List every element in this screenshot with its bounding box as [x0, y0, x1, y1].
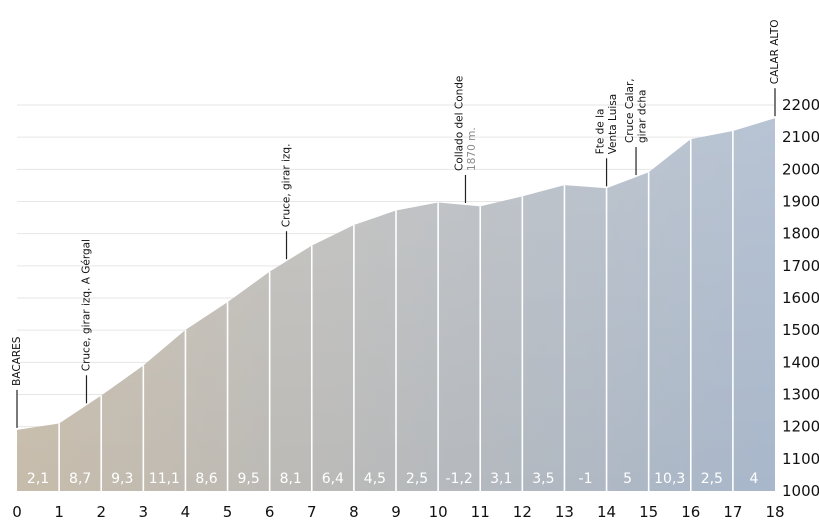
y-axis-ticks: 1000 1100 1200 1300 1400 1500 1600 1700 1800 1900… [782, 96, 819, 500]
x-tick-label: 10 [429, 503, 448, 521]
segment-grade-label: 9,5 [237, 471, 259, 487]
x-tick-label: 18 [765, 503, 784, 521]
annotation-label: Collado del Conde [453, 76, 465, 171]
segment-grade-label: 4,5 [364, 471, 386, 487]
waypoint-annotations: BACARES Cruce, girar izq. A Gérgal Cruce, … [11, 20, 781, 428]
annotation-label: girar dcha [636, 90, 648, 144]
x-tick-label: 8 [349, 503, 359, 521]
segment-grade-label: 5 [623, 471, 632, 487]
y-tick-label: 1700 [782, 257, 819, 275]
x-tick-label: 16 [681, 503, 700, 521]
x-tick-label: 9 [391, 503, 401, 521]
y-tick-label: 1600 [782, 289, 819, 307]
x-tick-label: 14 [597, 503, 616, 521]
x-tick-label: 1 [54, 503, 64, 521]
annotation-label: BACARES [11, 336, 23, 386]
x-tick-label: 15 [639, 503, 658, 521]
annotation-label: Venta Luisa [607, 94, 619, 155]
x-tick-label: 13 [555, 503, 574, 521]
segment-grade-label: 8,1 [280, 471, 302, 487]
annotation-label-group: Cruce Calar, girar dcha [624, 78, 649, 143]
annotation-label-group: Fte de la Venta Luisa [594, 94, 619, 155]
x-tick-label: 2 [96, 503, 106, 521]
segment-grade-label: 2,1 [27, 471, 49, 487]
segment-grade-label: 2,5 [406, 471, 428, 487]
annotation-label: CALAR ALTO [769, 20, 781, 85]
annotation-label-group: Cruce, girar izq. A Gérgal [81, 239, 93, 371]
annotation-label-group: BACARES [11, 336, 23, 386]
annotation-label-group: Collado del Conde 1870 m. [453, 76, 478, 171]
segment-grade-label: 3,1 [490, 471, 512, 487]
y-tick-label: 2200 [782, 96, 819, 114]
x-axis-ticks: 0 1 2 3 4 5 6 7 8 9 10 11 12 13 14 15 16 17 18 [12, 503, 784, 521]
y-tick-label: 1000 [782, 482, 819, 500]
segment-grade-label: -1 [579, 471, 593, 487]
segment-grade-label: 11,1 [149, 471, 180, 487]
x-tick-label: 6 [265, 503, 275, 521]
annotation-label: Cruce, girar izq. [281, 144, 293, 228]
annotation-label: Cruce, girar izq. A Gérgal [81, 239, 93, 371]
annotation-sublabel: 1870 m. [466, 127, 478, 171]
x-tick-label: 17 [723, 503, 742, 521]
segment-grade-label: 2,5 [701, 471, 723, 487]
y-tick-label: 2000 [782, 160, 819, 178]
segment-grade-label: -1,2 [446, 471, 473, 487]
y-tick-label: 1300 [782, 386, 819, 404]
x-tick-label: 11 [471, 503, 490, 521]
segment-grade-label: 10,3 [654, 471, 685, 487]
y-tick-label: 1800 [782, 225, 819, 243]
segment-grade-label: 9,3 [111, 471, 133, 487]
x-tick-label: 0 [12, 503, 22, 521]
annotation-label-group: CALAR ALTO [769, 20, 781, 85]
y-tick-label: 1900 [782, 193, 819, 211]
y-tick-label: 1200 [782, 418, 819, 436]
segment-grade-label: 8,7 [69, 471, 91, 487]
segment-grade-label: 8,6 [195, 471, 217, 487]
segment-grade-label: 3,5 [532, 471, 554, 487]
x-tick-label: 5 [223, 503, 233, 521]
x-tick-label: 12 [513, 503, 532, 521]
x-tick-label: 7 [307, 503, 317, 521]
annotation-label-group: Cruce, girar izq. [281, 144, 293, 228]
x-tick-label: 4 [181, 503, 191, 521]
y-tick-label: 1100 [782, 450, 819, 468]
y-tick-label: 2100 [782, 128, 819, 146]
y-tick-label: 1500 [782, 321, 819, 339]
segment-dividers [58, 131, 734, 491]
x-tick-label: 3 [139, 503, 149, 521]
y-tick-label: 1400 [782, 353, 819, 371]
segment-grade-label: 6,4 [322, 471, 344, 487]
segment-grade-label: 4 [749, 471, 758, 487]
annotation-label: Fte de la [594, 109, 606, 155]
segment-grade-labels: 2,1 8,7 9,3 11,1 8,6 9,5 8,1 6,4 4,5 2,5 -1,2 3,1 3,… [27, 471, 759, 487]
annotation-label: Cruce Calar, [624, 78, 636, 143]
